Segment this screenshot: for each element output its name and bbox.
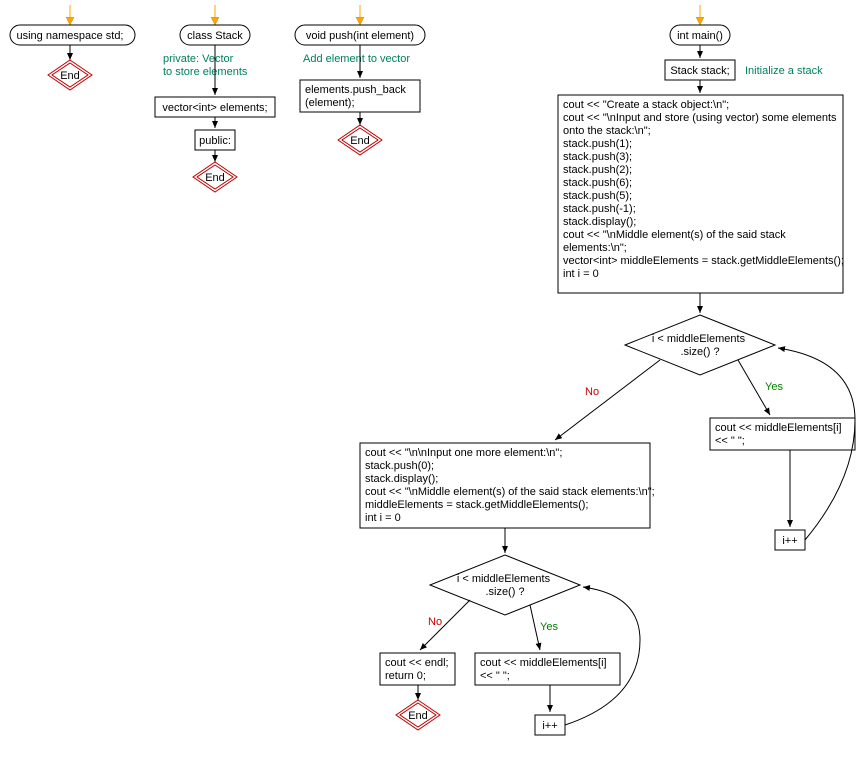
- end-node: End: [193, 162, 237, 192]
- comment-label: Add element to vector: [303, 53, 410, 65]
- box-label: i++: [542, 720, 557, 732]
- comment-label: Initialize a stack: [745, 65, 823, 77]
- box-label: void push(int element): [306, 30, 414, 42]
- end-label: End: [350, 135, 370, 147]
- box-label: class Stack: [187, 30, 243, 42]
- end-label: End: [205, 172, 225, 184]
- box-label: Stack stack;: [670, 65, 729, 77]
- comment-label: private: Vector to store elements: [163, 53, 248, 78]
- no-label: No: [585, 386, 599, 398]
- connector: [530, 605, 540, 650]
- end-node: End: [396, 700, 440, 730]
- box-label: using namespace std;: [16, 30, 123, 42]
- end-node: End: [48, 60, 92, 90]
- box-label: public:: [199, 135, 231, 147]
- no-label: No: [428, 616, 442, 628]
- decision-node: [625, 315, 775, 375]
- end-label: End: [60, 70, 80, 82]
- box-label: int main(): [677, 30, 723, 42]
- flowchart-canvas: using namespace std; End class Stack pri…: [0, 0, 868, 782]
- end-node: End: [338, 125, 382, 155]
- end-label: End: [408, 710, 428, 722]
- box-label: i++: [782, 535, 797, 547]
- yes-label: Yes: [765, 381, 783, 393]
- box-label: vector<int> elements;: [162, 102, 267, 114]
- decision-node: [430, 555, 580, 615]
- connector: [555, 360, 660, 440]
- yes-label: Yes: [540, 621, 558, 633]
